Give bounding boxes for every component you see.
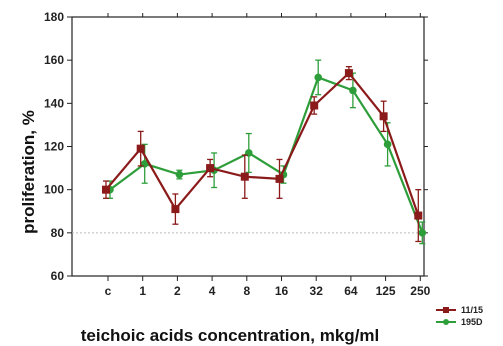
data-point: [240, 172, 249, 181]
y-tick-label: 80: [51, 226, 65, 240]
legend-swatch-marker: [443, 319, 449, 325]
y-tick-label: 180: [44, 10, 64, 24]
data-point: [171, 205, 180, 214]
plot-frame: [71, 16, 425, 277]
x-tick-label: 4: [209, 284, 216, 298]
plot-border: [71, 16, 425, 277]
x-axis-label: teichoic acids concentration, mkg/ml: [81, 326, 380, 345]
x-tick-label: 64: [344, 284, 358, 298]
x-tick-label: 1: [139, 284, 146, 298]
data-point: [310, 101, 319, 110]
data-point: [349, 86, 357, 95]
data-point: [314, 73, 323, 82]
legend-swatch-marker: [443, 307, 449, 313]
legend-label: 11/15: [461, 305, 483, 315]
y-tick-label: 140: [44, 96, 64, 110]
x-tick-label: 250: [410, 284, 430, 298]
data-point: [206, 164, 215, 173]
y-tick-label: 120: [44, 140, 64, 154]
x-tick-label: c: [105, 284, 112, 298]
y-axis: 60 80 100 120 140 160 180: [44, 10, 428, 283]
series-group: [102, 59, 427, 245]
legend-item: 11/15: [436, 305, 483, 315]
data-point: [344, 69, 353, 78]
data-point: [102, 185, 110, 194]
series-11-15: [102, 65, 423, 243]
data-point: [275, 174, 284, 183]
legend: 11/15 195D: [436, 305, 483, 327]
data-point: [418, 229, 427, 237]
y-tick-label: 160: [44, 53, 64, 67]
data-point: [383, 140, 392, 149]
y-tick-label: 60: [51, 269, 65, 283]
x-tick-label: 125: [376, 284, 396, 298]
x-axis: c 1 2 4 8 16 32 64 125 250: [105, 13, 431, 298]
series-line: [109, 76, 424, 234]
x-tick-label: 32: [310, 284, 324, 298]
legend-item: 195D: [436, 317, 483, 327]
legend-label: 195D: [461, 317, 483, 327]
data-point: [136, 144, 145, 153]
series-195d: [106, 59, 427, 245]
data-point: [175, 170, 184, 179]
x-tick-label: 2: [174, 284, 181, 298]
data-point: [379, 112, 388, 121]
y-tick-label: 100: [44, 183, 64, 197]
series-line: [105, 71, 420, 216]
y-axis-label: proliferation, %: [19, 110, 38, 234]
x-tick-label: 8: [243, 284, 250, 298]
data-point: [414, 211, 423, 220]
x-tick-label: 16: [275, 284, 289, 298]
